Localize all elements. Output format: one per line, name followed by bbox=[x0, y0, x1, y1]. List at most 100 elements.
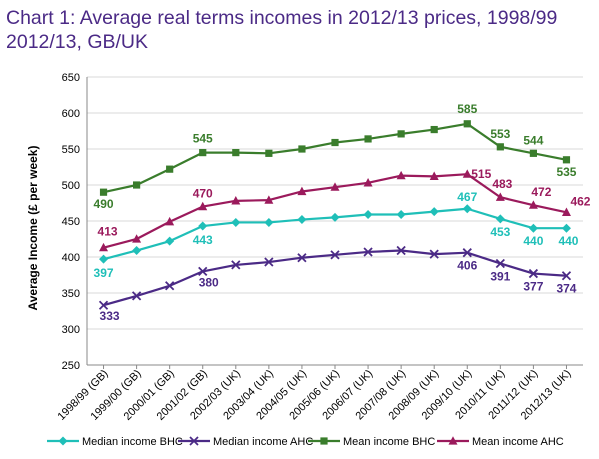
data-label: 453 bbox=[490, 225, 510, 239]
data-point bbox=[198, 201, 208, 211]
data-point bbox=[363, 247, 373, 257]
data-label: 380 bbox=[199, 275, 219, 289]
data-point bbox=[430, 125, 438, 134]
data-point bbox=[98, 300, 109, 310]
y-axis-label: Average Income (£ per week) bbox=[26, 146, 40, 311]
data-point bbox=[462, 248, 472, 258]
chart-title-line-1: Chart 1: Average real terms incomes in 2… bbox=[6, 7, 558, 29]
legend-item-median-income-ahc: Median income AHC bbox=[178, 436, 313, 448]
x-marker-stroke bbox=[98, 300, 109, 310]
data-point bbox=[265, 149, 273, 157]
data-point bbox=[330, 182, 340, 191]
data-label: 490 bbox=[94, 197, 114, 211]
data-point bbox=[363, 178, 373, 187]
x-marker-stroke bbox=[363, 247, 373, 257]
data-point bbox=[561, 271, 572, 281]
data-label: 406 bbox=[457, 259, 477, 273]
data-point bbox=[297, 215, 307, 225]
data-label: 467 bbox=[457, 190, 477, 204]
data-point bbox=[429, 207, 439, 217]
legend-label: Mean income BHC bbox=[343, 436, 435, 448]
data-point bbox=[264, 217, 274, 227]
data-point bbox=[561, 223, 571, 233]
data-label: 545 bbox=[193, 132, 213, 146]
y-tick-label: 350 bbox=[62, 288, 80, 300]
data-point bbox=[231, 217, 241, 227]
data-point bbox=[198, 266, 208, 277]
data-label: 377 bbox=[523, 280, 543, 294]
data-label: 397 bbox=[94, 266, 114, 280]
data-label: 413 bbox=[98, 225, 118, 239]
x-marker-stroke bbox=[330, 250, 340, 260]
legend-label: Median income BHC bbox=[82, 436, 183, 448]
data-point bbox=[99, 188, 108, 196]
data-label: 585 bbox=[457, 102, 477, 116]
data-point bbox=[462, 204, 472, 214]
series-median-income-bhc: 397 443 467 453 440 440 bbox=[94, 190, 579, 280]
data-point bbox=[231, 196, 241, 205]
data-point bbox=[364, 135, 372, 143]
series-median-income-ahc: 333 380 406 391 377 374 bbox=[98, 245, 577, 323]
data-point bbox=[131, 291, 142, 301]
x-marker-stroke bbox=[165, 281, 175, 291]
data-point bbox=[528, 223, 538, 233]
data-point bbox=[528, 268, 539, 279]
legend-label: Median income AHC bbox=[213, 436, 313, 448]
data-label: 472 bbox=[531, 185, 551, 199]
x-marker-stroke bbox=[561, 271, 572, 281]
data-point bbox=[495, 214, 505, 224]
data-point bbox=[133, 181, 141, 189]
x-marker-stroke bbox=[495, 258, 505, 269]
y-tick-label: 650 bbox=[62, 72, 80, 84]
x-marker-stroke bbox=[131, 291, 142, 301]
data-point bbox=[396, 170, 406, 180]
data-label: 544 bbox=[523, 133, 543, 147]
data-label: 470 bbox=[193, 187, 213, 201]
legend-marker bbox=[448, 436, 458, 445]
data-label: 535 bbox=[556, 165, 576, 179]
data-point bbox=[165, 236, 175, 246]
data-label: 374 bbox=[556, 282, 576, 296]
y-tick-label: 500 bbox=[62, 180, 80, 192]
x-marker-stroke bbox=[528, 268, 539, 279]
y-tick-label: 400 bbox=[62, 252, 80, 264]
data-point bbox=[363, 210, 373, 220]
data-point bbox=[132, 246, 142, 256]
data-point bbox=[231, 260, 241, 270]
data-point bbox=[496, 143, 504, 151]
data-point bbox=[297, 186, 307, 196]
data-point bbox=[528, 200, 538, 209]
data-label: 483 bbox=[492, 177, 512, 191]
y-tick-label: 600 bbox=[62, 108, 80, 120]
data-point bbox=[331, 138, 339, 147]
data-point bbox=[165, 281, 175, 291]
legend-label: Mean income AHC bbox=[472, 436, 564, 448]
data-point bbox=[199, 149, 207, 157]
data-point bbox=[330, 250, 340, 260]
y-tick-label: 550 bbox=[62, 144, 80, 156]
data-point bbox=[166, 165, 174, 173]
legend-marker bbox=[320, 437, 328, 445]
data-label: 553 bbox=[490, 127, 510, 141]
x-marker-stroke bbox=[297, 253, 307, 263]
data-point bbox=[330, 212, 340, 222]
x-marker-stroke bbox=[189, 436, 199, 446]
data-point bbox=[495, 258, 505, 269]
data-label: 515 bbox=[471, 167, 491, 181]
x-marker-stroke bbox=[429, 249, 439, 259]
data-point bbox=[429, 249, 439, 259]
legend-item-median-income-bhc: Median income BHC bbox=[47, 436, 183, 448]
data-point bbox=[495, 192, 505, 201]
data-point bbox=[429, 171, 439, 180]
legend-marker bbox=[58, 436, 68, 446]
data-point bbox=[297, 253, 307, 263]
x-marker-stroke bbox=[396, 245, 406, 256]
chart-title-line-2: 2012/13, GB/UK bbox=[6, 31, 149, 53]
data-point bbox=[264, 195, 274, 204]
legend-item-mean-income-bhc: Mean income BHC bbox=[308, 436, 435, 448]
data-label: 333 bbox=[100, 309, 120, 323]
x-marker-stroke bbox=[231, 260, 241, 270]
data-label: 391 bbox=[490, 269, 510, 283]
data-point bbox=[463, 120, 471, 128]
